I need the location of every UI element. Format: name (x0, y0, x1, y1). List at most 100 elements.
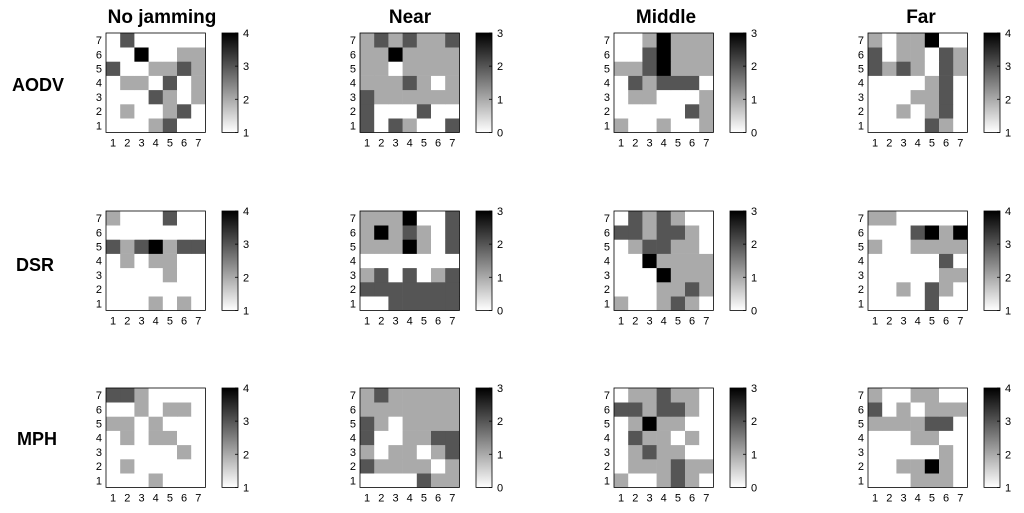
heatmap-cell (910, 239, 926, 254)
y-tick-label: 3 (604, 447, 610, 459)
heatmap-cell (614, 75, 629, 91)
x-tick-label: 2 (378, 137, 384, 149)
heatmap-cell (360, 282, 375, 297)
heatmap-cell (360, 104, 375, 119)
heatmap-cell (656, 416, 672, 431)
heatmap-cell (868, 253, 883, 269)
heatmap-cell (148, 296, 164, 311)
heatmap-cell (402, 211, 418, 226)
heatmap-cell (360, 47, 375, 62)
heatmap-cell (191, 239, 206, 254)
heatmap-cell (699, 402, 714, 417)
heatmap-cell (374, 402, 389, 417)
heatmap-cell (120, 282, 135, 297)
heatmap-cell (614, 104, 629, 119)
x-tick-label: 5 (421, 492, 427, 504)
heatmap-cell (953, 225, 968, 240)
heatmap-cell (656, 118, 672, 133)
y-tick-label: 4 (96, 433, 102, 445)
y-tick-label: 4 (96, 256, 102, 268)
heatmap-cell (120, 444, 135, 460)
heatmap-cell (106, 118, 121, 133)
heatmap-cell (120, 253, 135, 269)
heatmap-cell (191, 47, 206, 62)
heatmap-cell (416, 296, 432, 311)
heatmap-cell (106, 104, 121, 119)
panel-frame (867, 210, 968, 311)
heatmap-cell (656, 282, 672, 297)
heatmap-cell (628, 118, 643, 133)
x-tick-label: 7 (195, 137, 201, 149)
heatmap-cell (656, 402, 672, 417)
heatmap-cell (402, 253, 418, 269)
y-tick-label: 7 (96, 213, 102, 225)
heatmap-cell (882, 416, 897, 431)
heatmap-cell (953, 267, 968, 283)
heatmap-cell (910, 282, 926, 297)
heatmap-cell (628, 388, 643, 403)
heatmap-cell (416, 282, 432, 297)
y-tick-label: 5 (350, 242, 356, 254)
y-tick-label: 2 (604, 106, 610, 118)
heatmap-cell (120, 388, 135, 403)
heatmap-cell (953, 402, 968, 417)
heatmap-cell (134, 239, 149, 254)
heatmap-cell (134, 61, 149, 76)
heatmap-cell (148, 402, 164, 417)
colorbar-tick-label: 0 (751, 482, 757, 494)
y-tick-label: 3 (604, 92, 610, 104)
heatmap-cell (614, 225, 629, 240)
heatmap-cell (106, 267, 121, 283)
y-tick-label: 7 (858, 390, 864, 402)
heatmap-cell (416, 430, 432, 446)
heatmap-cell (953, 89, 968, 105)
heatmap-cell (924, 253, 940, 269)
x-tick-label: 7 (703, 137, 709, 149)
heatmap-cell (953, 388, 968, 403)
heatmap-cell (939, 47, 954, 62)
heatmap-cell (402, 47, 418, 62)
colorbar-tick-label: 2 (751, 239, 757, 251)
heatmap-cell (656, 388, 672, 403)
heatmap-cell (191, 430, 206, 446)
heatmap-cell (953, 430, 968, 446)
heatmap-cell (162, 296, 178, 311)
heatmap-cell (148, 473, 164, 488)
x-tick-label: 5 (167, 137, 173, 149)
x-tick-label: 6 (181, 315, 187, 327)
heatmap-cell (953, 211, 968, 226)
heatmap-cell (939, 33, 954, 48)
heatmap-cell (939, 104, 954, 119)
heatmap-cell (148, 89, 164, 105)
heatmap-cell (106, 211, 121, 226)
heatmap-cell (431, 239, 446, 254)
heatmap-cell (106, 282, 121, 297)
x-tick-label: 1 (872, 315, 878, 327)
heatmap-cell (868, 416, 883, 431)
heatmap-cell (177, 473, 192, 488)
heatmap-cell (642, 89, 657, 105)
heatmap-cell (882, 296, 897, 311)
y-tick-label: 3 (96, 92, 102, 104)
heatmap-cell (868, 282, 883, 297)
colorbar-tick-label: 1 (751, 449, 757, 461)
colorbar (221, 387, 239, 488)
y-tick-label: 2 (604, 284, 610, 296)
y-tick-label: 6 (350, 49, 356, 61)
x-tick-label: 5 (421, 137, 427, 149)
heatmap-cell (416, 416, 432, 431)
heatmap-cell (177, 211, 192, 226)
heatmap-cell (360, 118, 375, 133)
x-tick-label: 3 (646, 315, 652, 327)
heatmap-cell (628, 47, 643, 62)
heatmap-cell (416, 104, 432, 119)
heatmap-cell (120, 75, 135, 91)
heatmap-cell (177, 444, 192, 460)
colorbar-tick-label: 1 (751, 94, 757, 106)
y-tick-label: 1 (350, 298, 356, 310)
heatmap-cell (868, 267, 883, 283)
x-tick-label: 6 (435, 137, 441, 149)
colorbar-tick-label: 2 (243, 94, 249, 106)
heatmap-cell (939, 267, 954, 283)
y-tick-label: 1 (350, 120, 356, 132)
